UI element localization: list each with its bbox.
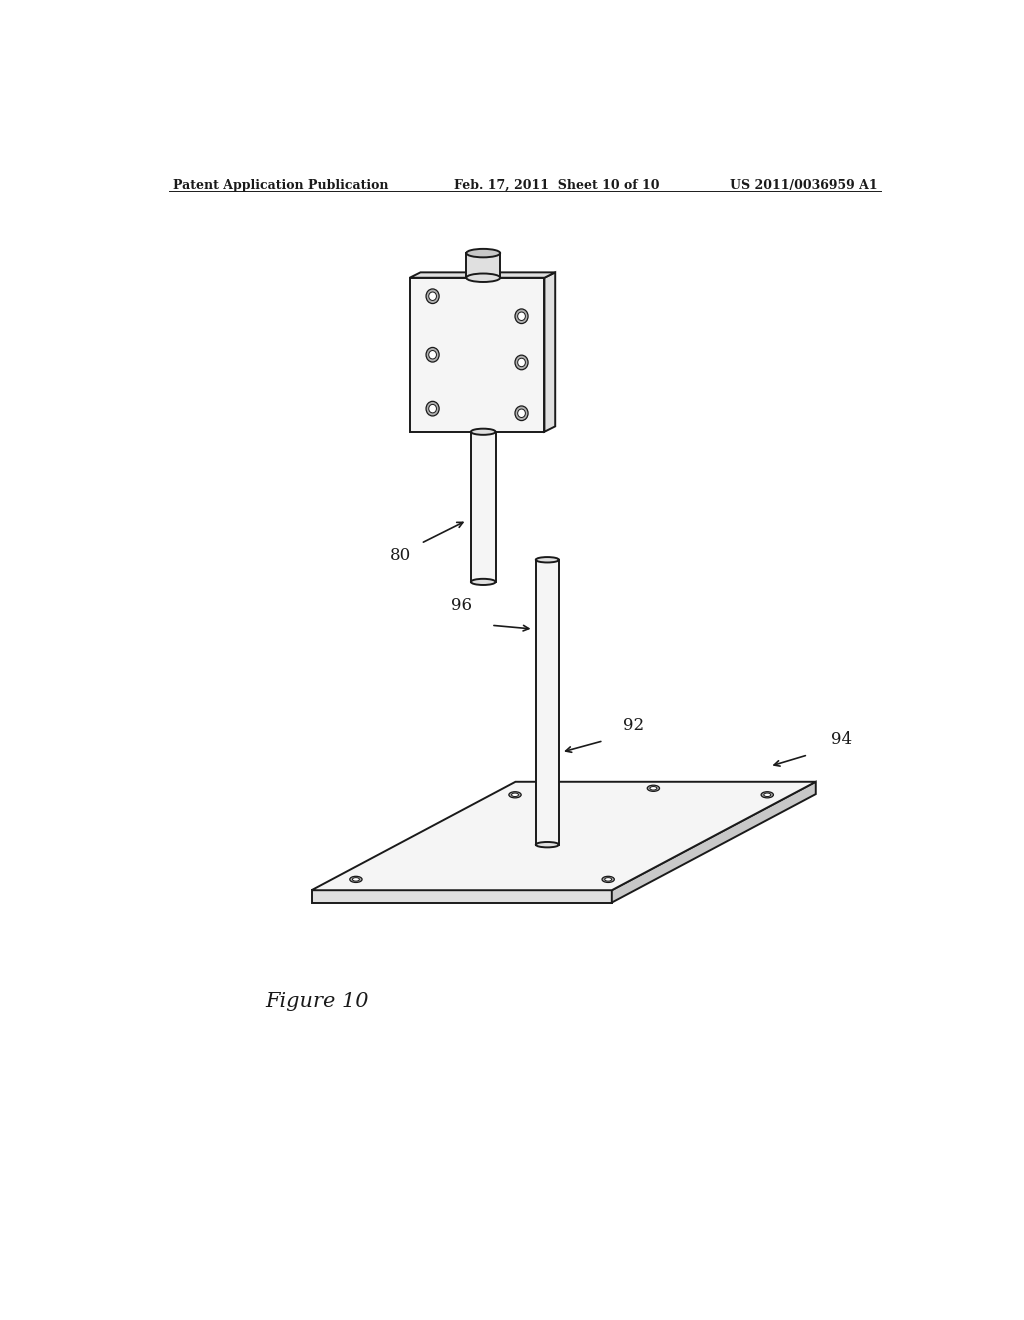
Ellipse shape <box>650 787 656 789</box>
Polygon shape <box>311 781 816 890</box>
Ellipse shape <box>509 792 521 797</box>
Ellipse shape <box>471 429 496 434</box>
Text: 94: 94 <box>831 731 852 748</box>
Ellipse shape <box>515 355 528 370</box>
Polygon shape <box>410 272 555 277</box>
Ellipse shape <box>536 842 559 847</box>
Ellipse shape <box>429 292 436 301</box>
Ellipse shape <box>466 249 500 257</box>
Ellipse shape <box>466 273 500 282</box>
Text: 80: 80 <box>390 548 412 564</box>
Polygon shape <box>471 432 496 582</box>
Polygon shape <box>311 890 611 903</box>
Ellipse shape <box>512 793 518 796</box>
Ellipse shape <box>426 289 439 304</box>
Polygon shape <box>466 253 500 277</box>
Text: 96: 96 <box>451 598 472 615</box>
Ellipse shape <box>518 312 525 321</box>
Ellipse shape <box>429 351 436 359</box>
Ellipse shape <box>352 878 359 882</box>
Text: US 2011/0036959 A1: US 2011/0036959 A1 <box>730 180 878 193</box>
Text: Feb. 17, 2011  Sheet 10 of 10: Feb. 17, 2011 Sheet 10 of 10 <box>454 180 659 193</box>
Ellipse shape <box>518 409 525 417</box>
Ellipse shape <box>426 401 439 416</box>
Ellipse shape <box>764 793 771 796</box>
Text: 92: 92 <box>623 717 644 734</box>
Polygon shape <box>536 560 559 845</box>
Ellipse shape <box>647 785 659 792</box>
Ellipse shape <box>605 878 611 882</box>
Ellipse shape <box>515 309 528 323</box>
Text: Figure 10: Figure 10 <box>265 993 369 1011</box>
Ellipse shape <box>761 792 773 797</box>
Ellipse shape <box>518 358 525 367</box>
Text: Patent Application Publication: Patent Application Publication <box>173 180 388 193</box>
Ellipse shape <box>471 578 496 585</box>
Ellipse shape <box>429 404 436 413</box>
Ellipse shape <box>515 407 528 421</box>
Polygon shape <box>545 272 555 432</box>
Ellipse shape <box>536 557 559 562</box>
Ellipse shape <box>426 347 439 362</box>
Ellipse shape <box>602 876 614 883</box>
Polygon shape <box>611 781 816 903</box>
Polygon shape <box>410 277 545 432</box>
Ellipse shape <box>350 876 362 883</box>
